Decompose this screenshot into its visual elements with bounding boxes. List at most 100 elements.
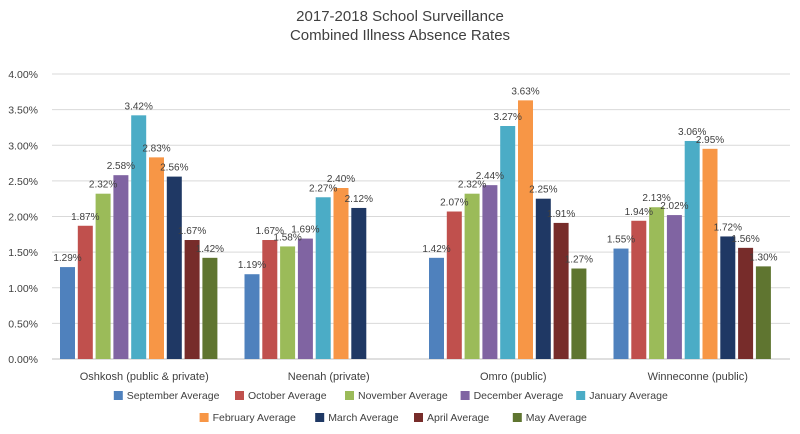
legend-label: December Average <box>474 390 564 402</box>
bar <box>202 257 218 359</box>
data-label: 1.67% <box>256 226 284 237</box>
bar <box>113 175 129 359</box>
data-label: 2.58% <box>107 161 135 172</box>
legend-swatch <box>576 391 586 400</box>
y-tick-label: 2.50% <box>8 176 38 188</box>
legend: September Average October Average November… <box>113 390 668 424</box>
data-label: 2.56% <box>160 163 188 174</box>
legend-swatch <box>113 391 123 400</box>
bar <box>280 246 296 359</box>
bar <box>149 157 164 359</box>
bar <box>720 236 736 359</box>
bar <box>297 238 313 359</box>
bar <box>184 240 200 359</box>
legend-label: October Average <box>248 390 327 402</box>
legend-label: January Average <box>589 390 668 402</box>
bar <box>262 240 278 359</box>
bar <box>684 140 700 359</box>
bar <box>315 197 331 359</box>
bar <box>518 100 533 360</box>
y-tick-label: 2.00% <box>8 212 38 224</box>
bar <box>553 222 569 359</box>
legend-label: May Average <box>526 412 587 424</box>
chart-title-line-1: 2017-2018 School Surveillance <box>296 8 504 25</box>
data-label: 2.02% <box>660 201 688 212</box>
legend-swatch <box>199 413 209 422</box>
y-tick-label: 3.00% <box>8 140 38 152</box>
chart-title-line-2: Combined Illness Absence Rates <box>290 27 510 44</box>
data-label: 1.56% <box>731 234 759 245</box>
legend-item: January Average <box>576 390 668 402</box>
y-tick-label: 3.50% <box>8 105 38 117</box>
bar <box>95 193 111 359</box>
x-category-label: Winneconne (public) <box>648 371 748 383</box>
legend-swatch <box>235 391 244 400</box>
chart-title: 2017-2018 School Surveillance Combined I… <box>290 8 510 44</box>
data-label: 1.69% <box>291 225 319 236</box>
legend-label: February Average <box>213 412 296 424</box>
legend-item: May Average <box>512 412 587 424</box>
x-category-label: Oshkosh (public & private) <box>80 371 209 383</box>
data-label: 1.87% <box>71 212 99 223</box>
data-label: 2.12% <box>345 194 373 205</box>
data-label: 3.06% <box>678 127 706 138</box>
data-label: 1.55% <box>607 235 635 246</box>
data-label: 3.63% <box>511 86 539 97</box>
y-tick-label: 4.00% <box>8 69 38 81</box>
x-category-label: Neenah (private) <box>288 371 370 383</box>
bars <box>60 100 771 360</box>
bar <box>464 193 480 359</box>
data-label: 1.91% <box>547 209 575 220</box>
data-label: 2.44% <box>476 171 504 182</box>
data-label: 3.27% <box>494 112 522 123</box>
legend-swatch <box>512 413 522 422</box>
legend-swatch <box>414 413 423 422</box>
y-tick-label: 1.50% <box>8 247 38 259</box>
bar <box>571 268 587 359</box>
legend-swatch <box>345 391 354 400</box>
legend-item: April Average <box>414 412 489 424</box>
bar <box>649 207 665 359</box>
data-label: 1.67% <box>178 226 206 237</box>
data-label: 1.42% <box>196 244 224 255</box>
data-label: 2.07% <box>440 198 468 209</box>
bar <box>351 207 367 359</box>
bar <box>755 266 771 359</box>
data-label: 1.58% <box>273 232 301 243</box>
legend-label: April Average <box>427 412 489 424</box>
bar <box>702 148 718 359</box>
data-label: 3.42% <box>125 101 153 112</box>
data-label: 1.30% <box>749 252 777 263</box>
legend-swatch <box>460 391 470 400</box>
legend-label: September Average <box>127 390 220 402</box>
data-label: 1.94% <box>625 207 653 218</box>
data-label: 2.27% <box>309 183 337 194</box>
data-label: 2.13% <box>642 193 670 204</box>
legend-item: November Average <box>345 390 448 402</box>
bar <box>631 220 647 359</box>
data-label: 2.95% <box>696 135 724 146</box>
y-tick-label: 0.00% <box>8 354 38 366</box>
bar <box>429 257 444 359</box>
legend-item: December Average <box>460 390 564 402</box>
legend-label: November Average <box>358 390 448 402</box>
bar <box>666 215 682 359</box>
data-label: 2.32% <box>89 180 117 191</box>
x-axis-category-labels: Oshkosh (public & private) Neenah (privat… <box>80 371 748 383</box>
data-label: 1.29% <box>53 253 81 264</box>
legend-item: October Average <box>235 390 327 402</box>
legend-item: September Average <box>113 390 220 402</box>
bar <box>166 176 182 359</box>
bar <box>535 198 551 359</box>
y-axis-tick-labels: 0.00% 0.50% 1.00% 1.50% 2.00% 2.50% 3.00% 3.50%… <box>8 69 38 366</box>
bar <box>738 247 754 359</box>
bar <box>613 248 629 359</box>
bar <box>244 274 260 359</box>
data-label: 2.40% <box>327 174 355 185</box>
legend-item: March Average <box>315 412 399 424</box>
bar <box>333 188 349 359</box>
bar <box>77 225 93 359</box>
legend-item: February Average <box>199 412 296 424</box>
y-tick-label: 1.00% <box>8 283 38 295</box>
